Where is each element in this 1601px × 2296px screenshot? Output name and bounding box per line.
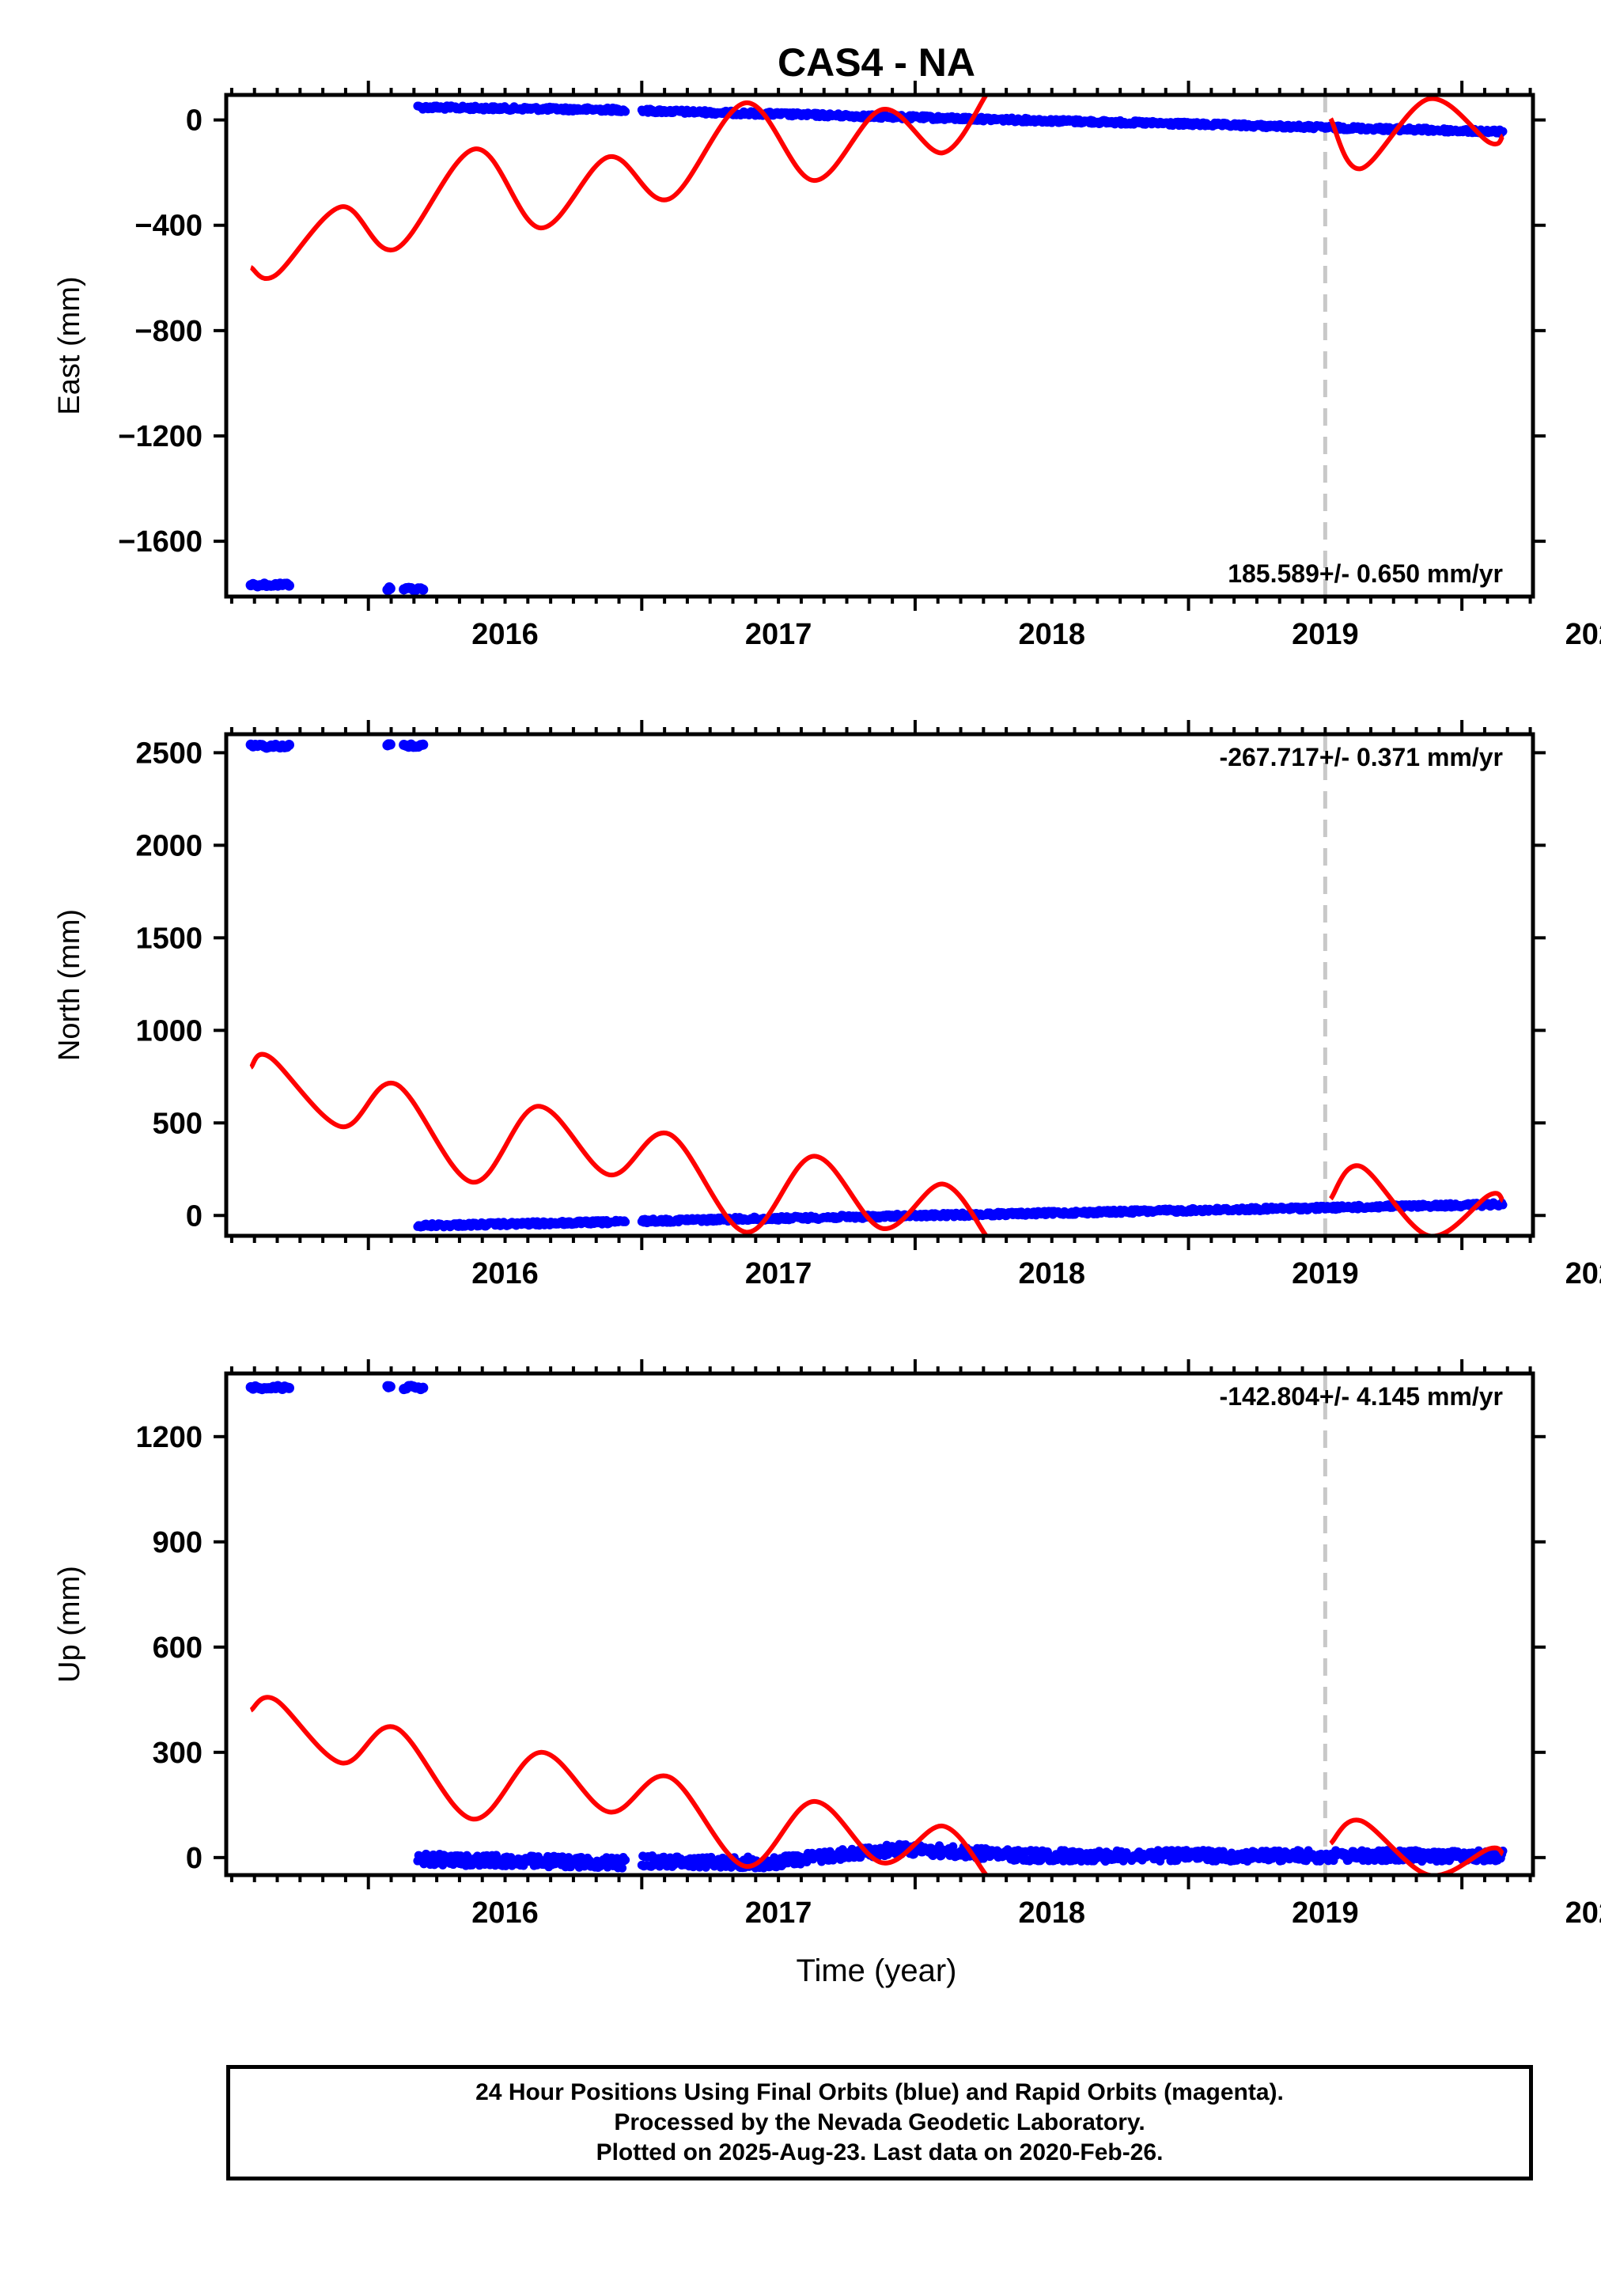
x-tick-label: 2017 <box>745 1257 812 1290</box>
plot-frame <box>224 93 1535 599</box>
plot-frame <box>224 732 1535 1238</box>
final-point <box>384 739 396 750</box>
final-point <box>418 1382 429 1393</box>
rate-annotation: -142.804+/- 4.145 mm/yr <box>1220 1382 1503 1411</box>
final-point <box>1498 127 1508 136</box>
final-point <box>621 1217 630 1226</box>
y-tick-label: 2500 <box>135 737 202 770</box>
x-tick-label: 2019 <box>1292 1896 1359 1930</box>
y-tick-label: −1600 <box>118 525 202 559</box>
final-point <box>418 739 429 750</box>
final-orbits-series <box>245 101 1508 596</box>
chart-title: CAS4 - NA <box>778 40 975 85</box>
final-point <box>1031 1846 1041 1855</box>
y-tick-label: −1200 <box>118 420 202 453</box>
plot-frame <box>224 1371 1535 1877</box>
x-tick-label: 2017 <box>745 618 812 651</box>
y-axis-label: Up (mm) <box>53 1566 86 1683</box>
y-axis-label: East (mm) <box>53 276 86 415</box>
x-tick-label: 2016 <box>471 1257 539 1290</box>
footer-line-3: Plotted on 2025-Aug-23. Last data on 202… <box>596 2139 1164 2165</box>
x-tick-label: 2019 <box>1292 618 1359 651</box>
x-tick-label: 2018 <box>1018 1257 1085 1290</box>
x-tick-label: 2016 <box>471 1896 539 1930</box>
final-point <box>418 584 429 595</box>
panel-north: 0 500 1000 1500 2000 2500 North (mm) 2016 2017 20… <box>53 720 1601 1290</box>
model-curve <box>249 95 989 282</box>
panel-east: 0 −400 −800 −1200 −1600 East (mm) 2016 2017 2018… <box>53 81 1601 651</box>
final-point <box>384 1381 396 1392</box>
final-point <box>621 1855 630 1865</box>
model-curve <box>248 1051 989 1236</box>
y-tick-label: 0 <box>186 1199 202 1233</box>
x-tick-label: 2018 <box>1018 1896 1085 1930</box>
panels: 0 −400 −800 −1200 −1600 East (mm) 2016 2017 2018… <box>53 81 1601 1930</box>
x-axis-label: Time (year) <box>797 1953 957 1988</box>
y-tick-label: 600 <box>153 1631 202 1665</box>
final-orbits-series <box>245 1381 1508 1873</box>
y-tick-label: −400 <box>134 210 202 243</box>
final-orbits-series <box>245 739 1508 1232</box>
final-point <box>283 1382 294 1393</box>
final-point <box>621 107 630 116</box>
model-series <box>249 95 1505 282</box>
y-tick-label: 0 <box>186 104 202 138</box>
panel-up: 0 300 600 900 1200 Up (mm) 2016 2017 2018 2019 202… <box>53 1359 1601 1930</box>
footer-line-2: Processed by the Nevada Geodetic Laborat… <box>614 2109 1145 2135</box>
footer-note: 24 Hour Positions Using Final Orbits (bl… <box>226 2065 1533 2180</box>
model-curve <box>249 1695 989 1875</box>
y-tick-label: 1000 <box>135 1014 202 1048</box>
y-tick-label: 0 <box>186 1842 202 1875</box>
rate-annotation: -267.717+/- 0.371 mm/yr <box>1220 743 1503 771</box>
y-tick-label: 2000 <box>135 829 202 862</box>
x-tick-label: 2020 <box>1565 618 1601 651</box>
x-tick-label: 2017 <box>745 1896 812 1930</box>
final-point <box>948 1842 958 1851</box>
y-tick-label: 900 <box>153 1526 202 1559</box>
final-point <box>1498 1200 1508 1210</box>
final-point <box>384 583 396 594</box>
y-tick-label: 300 <box>153 1737 202 1770</box>
final-point <box>283 740 294 751</box>
y-tick-label: 1200 <box>135 1421 202 1454</box>
model-curve-after-break <box>1328 96 1505 172</box>
x-tick-label: 2020 <box>1565 1257 1601 1290</box>
y-axis-label: North (mm) <box>53 909 86 1061</box>
y-tick-label: 500 <box>153 1107 202 1140</box>
x-tick-label: 2016 <box>471 618 539 651</box>
footer-line-1: 24 Hour Positions Using Final Orbits (bl… <box>475 2079 1284 2105</box>
x-tick-label: 2018 <box>1018 618 1085 651</box>
final-point <box>283 580 294 591</box>
x-tick-label: 2019 <box>1292 1257 1359 1290</box>
rate-annotation: 185.589+/- 0.650 mm/yr <box>1228 559 1503 588</box>
y-tick-label: 1500 <box>135 922 202 955</box>
y-tick-label: −800 <box>134 315 202 348</box>
x-tick-label: 2020 <box>1565 1896 1601 1930</box>
final-point <box>618 1863 627 1873</box>
